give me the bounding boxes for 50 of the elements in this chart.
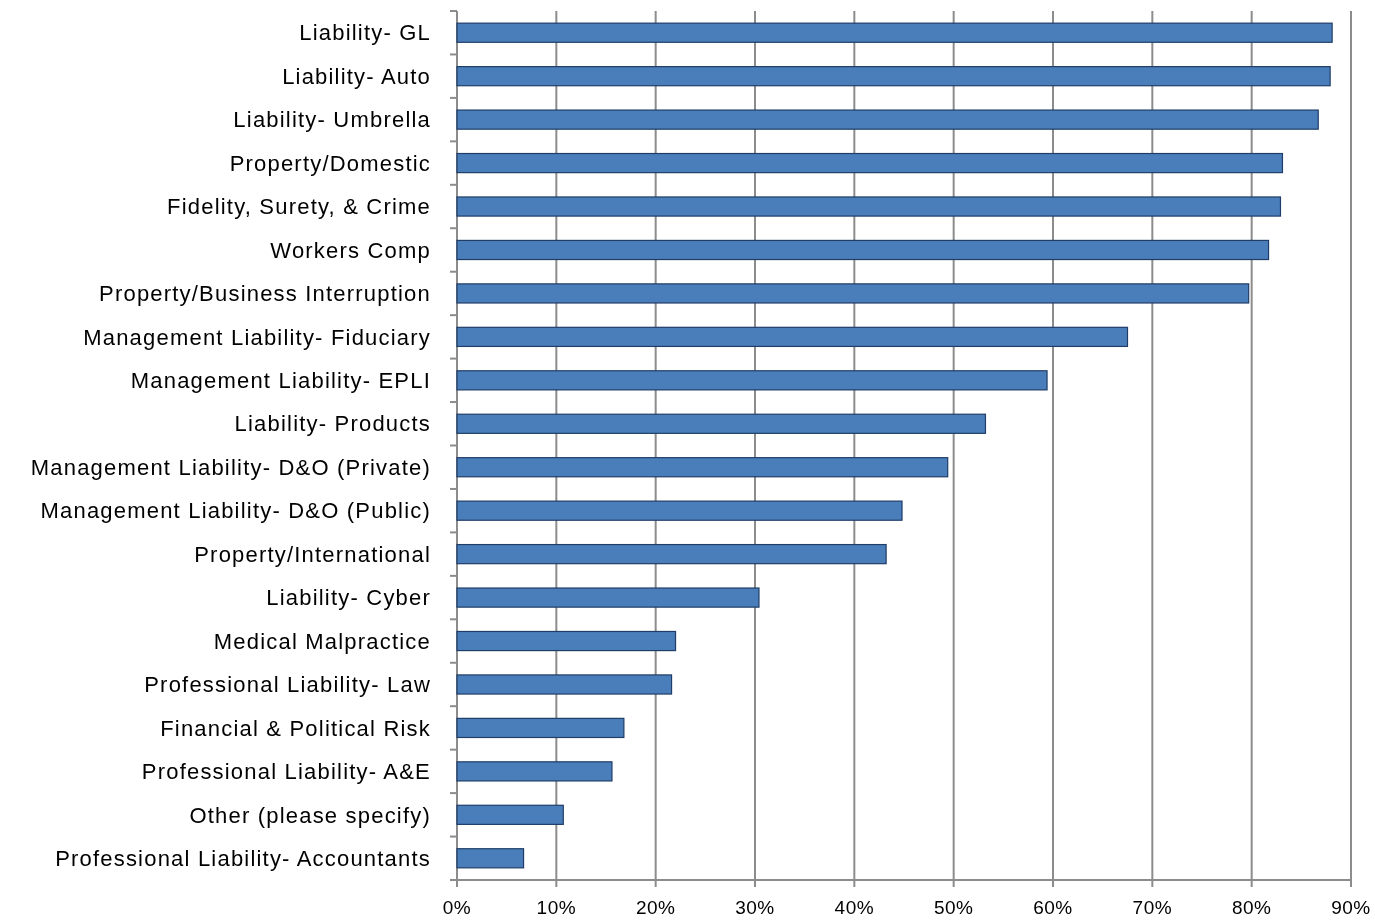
bar [456,239,1270,261]
x-tick-label: 90% [1331,897,1371,918]
y-tick-label: Management Liability- EPLI [130,368,431,394]
y-tick-label: Liability- Auto [282,63,431,89]
bar [456,152,1284,174]
bar [456,413,987,434]
y-tick-label: Professional Liability- Law [144,672,431,698]
x-tick-label: 50% [933,897,974,918]
bar [456,457,949,478]
y-tick-label: Professional Liability- A&E [141,759,431,785]
y-tick-label: Fidelity, Surety, & Crime [167,194,431,220]
bar [456,22,1333,43]
x-tick-label: 40% [834,897,875,918]
bar [456,66,1331,87]
bar [456,630,677,652]
bar [456,674,673,695]
y-tick-label: Property/Business Interruption [99,281,431,307]
bar [456,196,1282,217]
y-tick-label: Property/International [194,541,431,567]
y-tick-label: Medical Malpractice [213,628,431,654]
bar [456,283,1250,304]
y-tick-label: Management Liability- D&O (Public) [40,498,431,524]
y-tick-label: Financial & Political Risk [160,715,431,741]
y-tick-label: Liability- GL [299,20,431,46]
bar [456,326,1129,348]
bar [456,848,525,869]
x-tick-label: 80% [1231,897,1272,918]
bar [456,500,903,521]
y-tick-label: Professional Liability- Accountants [55,845,431,871]
bar [456,804,564,825]
x-tick-label: 70% [1132,897,1173,918]
y-tick-label: Liability- Products [234,411,431,437]
bar [456,543,887,565]
bar [456,587,760,608]
bar [456,109,1319,130]
y-tick-label: Liability- Umbrella [233,107,431,133]
y-tick-label: Liability- Cyber [266,585,431,611]
bar [456,717,625,739]
x-tick-label: 10% [536,897,577,918]
y-tick-label: Property/Domestic [229,150,431,176]
x-tick-label: 60% [1033,897,1073,918]
x-tick-label: 0% [442,897,472,918]
bar [456,370,1048,391]
y-tick-label: Workers Comp [270,237,431,263]
y-tick-label: Other (please specify) [189,802,431,828]
x-tick-label: 20% [635,897,676,918]
bar [456,761,613,782]
x-tick-label: 30% [735,897,775,918]
y-tick-label: Management Liability- Fiduciary [83,324,431,350]
y-tick-label: Management Liability- D&O (Private) [30,454,431,480]
